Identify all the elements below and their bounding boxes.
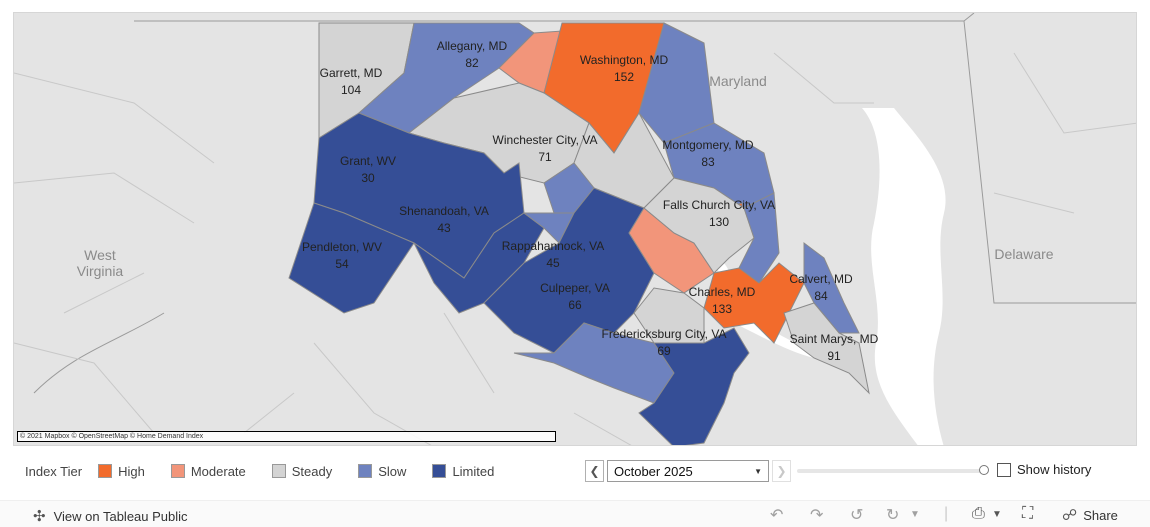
county-shenandoah[interactable]: [413, 212, 545, 314]
legend-item-high[interactable]: High: [98, 464, 145, 479]
legend-item-steady[interactable]: Steady: [271, 463, 333, 479]
legend-title: Index Tier: [25, 463, 83, 479]
share-label: Share: [1083, 507, 1118, 523]
legend: Index Tier High Moderate Steady Slow Lim…: [25, 463, 520, 479]
region-label-west-virginia-2: Virginia: [77, 263, 124, 279]
county-name-culpeper: Culpeper, VA: [540, 281, 610, 295]
refresh-icon[interactable]: ↻: [886, 507, 900, 524]
view-on-tableau-link[interactable]: ✣ View on Tableau Public: [33, 507, 188, 525]
undo-icon[interactable]: ↶: [770, 507, 784, 524]
fullscreen-icon[interactable]: ⛶: [1022, 505, 1034, 522]
legend-item-limited[interactable]: Limited: [432, 464, 494, 479]
county-name-montgomery: Montgomery, MD: [662, 138, 753, 152]
toolbar-divider: |: [944, 505, 949, 522]
map-view[interactable]: Maryland West Virginia Delaware Allegany…: [13, 12, 1137, 446]
county-fredericksburg[interactable]: [638, 327, 750, 446]
county-borders: [14, 52, 1136, 445]
refresh-caret-icon[interactable]: ▼: [910, 509, 920, 520]
county-value-shenandoah: 43: [437, 221, 451, 235]
legend-label-slow: Slow: [378, 463, 407, 479]
county-rappahannock[interactable]: [483, 187, 655, 354]
county-pendleton[interactable]: [288, 202, 415, 314]
revert-icon[interactable]: ↺: [850, 507, 864, 524]
legend-swatch-slow: [358, 464, 373, 478]
county-name-washington: Washington, MD: [580, 53, 669, 67]
share-button[interactable]: ☍ Share: [1062, 506, 1118, 524]
legend-item-moderate[interactable]: Moderate: [170, 463, 246, 479]
caret-down-icon: ▼: [754, 466, 762, 476]
county-value-saint_marys: 91: [827, 349, 841, 363]
legend-swatch-moderate: [170, 464, 185, 478]
county-name-garrett: Garrett, MD: [320, 66, 383, 80]
county-value-pendleton: 54: [335, 257, 349, 271]
legend-swatch-steady: [271, 464, 286, 478]
region-label-maryland: Maryland: [709, 73, 767, 89]
legend-label-steady: Steady: [291, 463, 333, 479]
date-slider[interactable]: [797, 465, 989, 477]
show-history-toggle[interactable]: Show history: [997, 462, 1091, 477]
download-caret-icon[interactable]: ▼: [992, 509, 1002, 520]
redo-icon[interactable]: ↷: [810, 507, 824, 524]
county-value-falls_church: 130: [709, 215, 729, 229]
county-value-winchester: 71: [538, 150, 552, 164]
county-value-fredericksburg: 69: [657, 344, 671, 358]
county-name-calvert: Calvert, MD: [789, 272, 853, 286]
tableau-logo-icon: ✣: [33, 508, 46, 525]
county-name-winchester: Winchester City, VA: [493, 133, 598, 147]
county-value-washington: 152: [614, 70, 634, 84]
county-name-shenandoah: Shenandoah, VA: [399, 204, 489, 218]
share-icon: ☍: [1062, 507, 1078, 524]
legend-item-slow[interactable]: Slow: [358, 464, 406, 479]
county-name-falls_church: Falls Church City, VA: [663, 198, 775, 212]
date-dropdown[interactable]: October 2025 ▼: [607, 460, 769, 482]
map-attribution[interactable]: © 2021 Mapbox © OpenStreetMap © Home Dem…: [17, 431, 556, 442]
county-value-grant: 30: [361, 171, 375, 185]
region-label-west-virginia-1: West: [84, 247, 116, 263]
county-name-fredericksburg: Fredericksburg City, VA: [602, 327, 727, 341]
show-history-checkbox[interactable]: [997, 462, 1011, 477]
county-labels: Allegany, MD 82 Garrett, MD 104 Washington, …: [302, 39, 879, 363]
county-value-calvert: 84: [814, 289, 828, 303]
legend-label-high: High: [118, 463, 145, 479]
county-calvert[interactable]: [803, 242, 860, 334]
tableau-toolbar: ✣ View on Tableau Public ↶ ↷ ↺ ↻ ▼ | ⎙ ▼…: [0, 500, 1150, 527]
county-value-rappahannock: 45: [546, 256, 560, 270]
county-steady-dc[interactable]: [643, 177, 755, 274]
county-value-charles: 133: [712, 302, 732, 316]
chesapeake-bay: [862, 108, 946, 445]
county-value-garrett: 104: [341, 83, 361, 97]
chevron-right-icon: ❯: [776, 464, 787, 478]
county-name-allegany: Allegany, MD: [437, 39, 508, 53]
state-borders: [33, 13, 1136, 394]
legend-label-limited: Limited: [452, 463, 495, 479]
county-name-charles: Charles, MD: [689, 285, 756, 299]
slider-track[interactable]: [797, 469, 981, 473]
show-history-label: Show history: [1017, 462, 1092, 477]
choropleth-map[interactable]: Maryland West Virginia Delaware Allegany…: [14, 13, 1137, 446]
slider-knob[interactable]: [979, 465, 989, 475]
legend-label-moderate: Moderate: [190, 463, 246, 479]
chevron-left-icon: ❮: [589, 464, 600, 478]
county-name-saint_marys: Saint Marys, MD: [790, 332, 879, 346]
legend-swatch-limited: [432, 464, 447, 478]
county-name-pendleton: Pendleton, WV: [302, 240, 382, 254]
county-saint-marys[interactable]: [783, 302, 870, 395]
region-label-delaware: Delaware: [994, 246, 1053, 262]
county-value-culpeper: 66: [568, 298, 582, 312]
county-name-grant: Grant, WV: [340, 154, 396, 168]
view-on-tableau-label: View on Tableau Public: [53, 508, 188, 524]
county-value-allegany: 82: [465, 56, 479, 70]
county-name-rappahannock: Rappahannock, VA: [502, 239, 605, 253]
prev-date-button[interactable]: ❮: [585, 460, 604, 482]
date-navigator: ❮ October 2025 ▼ ❯: [585, 460, 791, 482]
county-shapes: [288, 22, 870, 446]
legend-swatch-high: [98, 464, 113, 478]
download-icon[interactable]: ⎙: [972, 505, 985, 522]
next-date-button[interactable]: ❯: [772, 460, 791, 482]
date-dropdown-value: October 2025: [614, 463, 693, 479]
county-value-montgomery: 83: [701, 155, 715, 169]
